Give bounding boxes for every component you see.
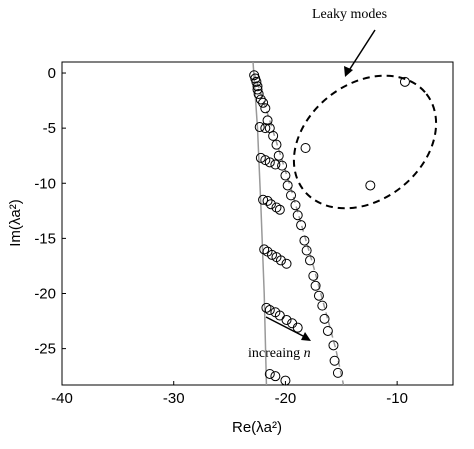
plot-frame <box>61 61 454 386</box>
point <box>275 255 286 266</box>
point <box>328 340 339 351</box>
increasing-label: increaing n <box>248 346 311 361</box>
point <box>305 255 316 266</box>
point <box>308 270 319 281</box>
increasing-arrowhead <box>301 332 311 341</box>
point <box>252 81 263 92</box>
increasing-var: n <box>304 346 311 361</box>
x-axis-label: Re(λa²) <box>232 419 282 436</box>
leaky-ellipse <box>292 74 438 210</box>
leaky-arrowhead <box>344 66 353 77</box>
point <box>259 244 270 255</box>
y-tick-label: -25 <box>34 341 56 358</box>
point <box>292 210 303 221</box>
point <box>310 280 321 291</box>
point <box>277 160 288 171</box>
point <box>290 200 301 211</box>
point <box>262 115 273 126</box>
y-tick-label: -5 <box>43 120 56 137</box>
point <box>329 355 340 366</box>
point <box>313 290 324 301</box>
point <box>264 305 275 316</box>
point <box>281 258 292 269</box>
point <box>332 367 343 378</box>
point <box>260 155 271 166</box>
point <box>282 180 293 191</box>
point <box>253 88 264 99</box>
point <box>271 139 282 150</box>
point <box>270 159 281 170</box>
point <box>258 194 269 205</box>
point <box>296 220 307 231</box>
leaky-arrow <box>347 29 376 73</box>
point <box>365 180 376 191</box>
y-axis-label: Im(λa²) <box>7 199 24 247</box>
point <box>274 204 285 215</box>
increasing-text: increaing <box>248 346 300 361</box>
point <box>267 249 278 260</box>
point <box>300 142 311 153</box>
point <box>271 202 282 213</box>
curve <box>252 61 268 386</box>
point <box>254 122 265 133</box>
point <box>280 375 291 386</box>
point <box>301 245 312 256</box>
point <box>264 157 275 168</box>
point <box>299 235 310 246</box>
point <box>264 368 275 379</box>
point <box>292 322 303 333</box>
x-tick-label: -20 <box>275 390 297 407</box>
y-tick-label: -10 <box>34 175 56 192</box>
point <box>273 150 284 161</box>
point <box>261 302 272 313</box>
increasing-arrow <box>265 316 306 338</box>
point <box>280 170 291 181</box>
point <box>255 152 266 163</box>
point <box>255 94 266 105</box>
point <box>281 314 292 325</box>
y-tick-label: -20 <box>34 286 56 303</box>
point <box>270 371 281 382</box>
point <box>286 190 297 201</box>
x-tick-label: -30 <box>163 390 185 407</box>
point <box>322 325 333 336</box>
point <box>317 300 328 311</box>
curve <box>253 72 345 386</box>
point <box>258 97 269 108</box>
point <box>251 76 262 87</box>
x-tick-label: -40 <box>51 390 73 407</box>
point <box>260 123 271 134</box>
point <box>252 84 263 95</box>
point <box>399 76 410 87</box>
point <box>319 313 330 324</box>
point <box>268 130 279 141</box>
x-tick-label: -10 <box>386 390 408 407</box>
leaky-label: Leaky modes <box>312 7 387 22</box>
point <box>262 195 273 206</box>
y-tick-label: -15 <box>34 230 56 247</box>
y-tick-label: 0 <box>48 65 56 82</box>
point <box>260 103 271 114</box>
point <box>265 199 276 210</box>
